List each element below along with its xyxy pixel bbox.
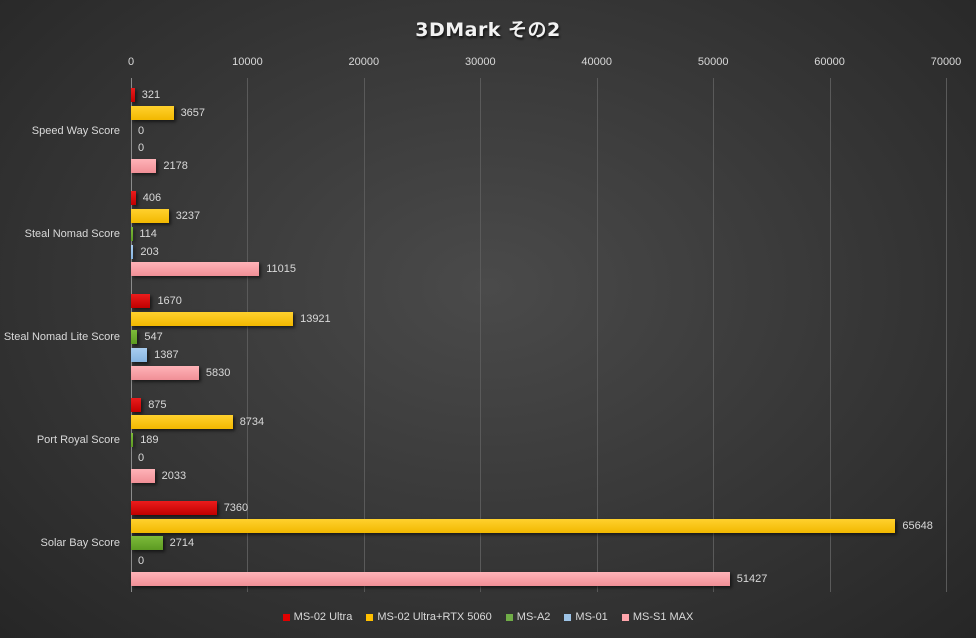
bar [131,88,135,102]
data-label: 65648 [902,519,933,532]
data-label: 5830 [205,366,231,379]
data-label: 406 [142,192,162,205]
bar [131,159,157,174]
data-label: 51427 [736,573,768,585]
legend-swatch-icon [621,613,629,621]
x-tick-label: 0 [127,56,135,68]
bar [131,397,142,412]
bar [131,226,133,241]
bar [131,209,169,223]
data-label: 2714 [169,537,195,550]
legend: MS-02 Ultra MS-02 Ultra+RTX 5060 MS-A2 MS-0… [0,611,976,623]
legend-label: MS-02 Ultra [293,611,353,623]
data-label: 13921 [300,313,331,326]
x-tick-label: 50000 [697,56,729,68]
category-label: Steal Nomad Score [24,227,120,240]
bar [131,347,148,362]
gridline [480,78,482,592]
bar [131,433,134,448]
bar [131,330,138,344]
gridline [363,78,365,592]
gridline [596,78,598,592]
data-label: 189 [140,434,159,447]
bar [131,415,233,430]
x-tick-label: 40000 [581,56,612,68]
legend-item: MS-02 Ultra [282,611,353,623]
bar [131,244,134,259]
data-label: 7360 [223,501,249,514]
plot-area: 321 3657 0 0 2178 406 3237 114 203 11015 1670 13921… [131,78,947,592]
bar [131,262,260,277]
data-label: 875 [148,398,167,411]
x-tick-label: 60000 [814,56,845,68]
x-axis-tick-labels: 0 10000 20000 30000 40000 50000 60000 70000 [0,56,976,70]
legend-label: MS-02 Ultra+RTX 5060 [377,611,492,623]
category-label: Solar Bay Score [40,537,120,550]
bar [131,536,163,551]
x-tick-label: 20000 [348,56,380,68]
data-label: 321 [141,89,161,101]
bar [131,105,174,120]
legend-label: MS-01 [575,611,608,623]
data-label: 0 [138,452,145,464]
x-tick-label: 70000 [930,56,962,68]
data-label: 203 [140,245,159,258]
gridline [247,78,249,592]
data-label: 8734 [239,416,265,429]
category-label: Port Royal Score [36,434,120,447]
bar [131,468,155,483]
data-label: 11015 [266,263,297,276]
category-label: Speed Way Score [31,124,120,137]
legend-swatch-icon [366,613,374,621]
data-label: 547 [144,331,163,343]
data-label: 2033 [161,469,187,482]
data-label: 114 [139,227,157,240]
legend-swatch-icon [564,613,572,621]
category-label: Steal Nomad Lite Score [3,331,120,343]
x-tick-label: 30000 [464,56,496,68]
legend-swatch-icon [505,613,513,621]
bar [131,518,896,533]
bar [131,500,217,515]
data-label: 0 [138,555,145,568]
legend-swatch-icon [282,613,290,621]
bar [131,312,294,327]
chart-title: 3DMark その2 [415,19,561,41]
legend-item: MS-01 [564,611,608,623]
bar [131,191,136,206]
data-label: 0 [138,142,145,155]
data-label: 0 [138,124,145,137]
bar [131,365,199,380]
bar [131,294,151,309]
legend-label: MS-S1 MAX [632,611,694,623]
data-label: 1387 [154,348,179,361]
data-label: 1670 [157,295,182,308]
data-label: 3237 [175,210,201,222]
bar [131,572,730,586]
legend-item: MS-S1 MAX [621,611,694,623]
gridline [946,78,947,592]
data-label: 2178 [163,160,188,173]
legend-item: MS-A2 [505,611,551,623]
gridline [713,78,715,592]
legend-label: MS-A2 [516,611,551,623]
gridline [829,78,831,592]
x-tick-label: 10000 [232,56,263,68]
legend-item: MS-02 Ultra+RTX 5060 [366,611,492,623]
data-label: 3657 [180,106,206,119]
